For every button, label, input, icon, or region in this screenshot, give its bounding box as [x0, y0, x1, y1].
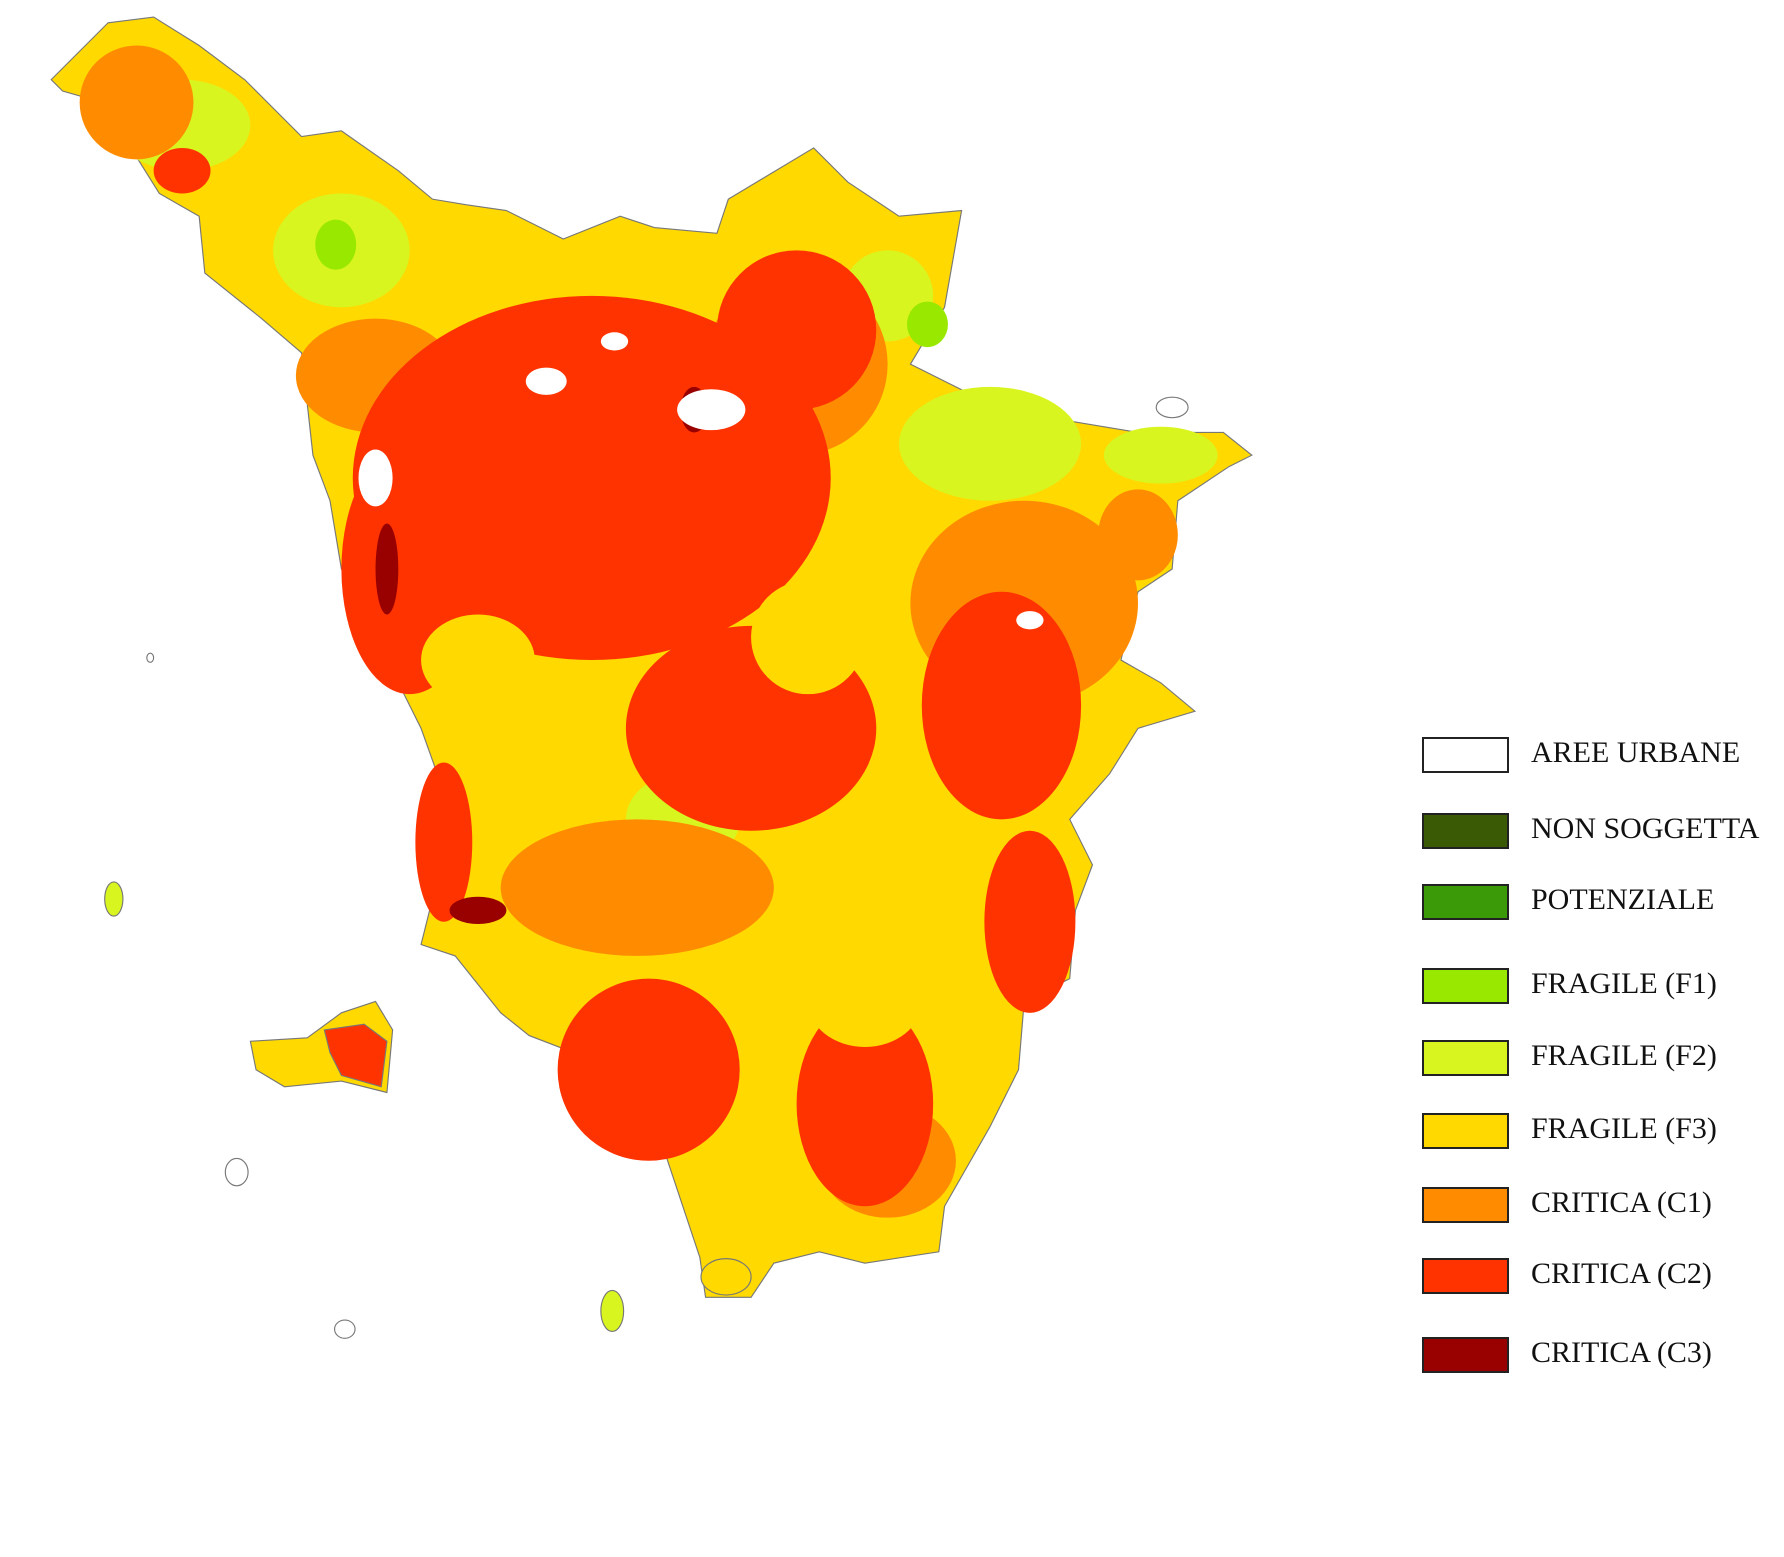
legend-swatch: [1422, 813, 1509, 849]
legend-swatch: [1422, 1113, 1509, 1149]
legend: AREE URBANE NON SOGGETTA POTENZIALE FRAGILE…: [1422, 736, 1760, 1373]
legend-label: FRAGILE (F2): [1531, 1039, 1717, 1072]
legend-label: AREE URBANE: [1531, 736, 1740, 769]
islands: [104, 396, 1189, 1339]
legend-label: POTENZIALE: [1531, 883, 1714, 916]
legend-swatch: [1422, 884, 1509, 920]
legend-label: CRITICA (C3): [1531, 1336, 1712, 1369]
urban-areas: [358, 332, 1044, 630]
legend-swatch: [1422, 1187, 1509, 1223]
fragile-f1-areas: [315, 219, 948, 348]
legend-label: FRAGILE (F1): [1531, 967, 1717, 1000]
legend-swatch: [1422, 737, 1509, 773]
legend-label: CRITICA (C1): [1531, 1186, 1712, 1219]
yellow-patches: [421, 580, 922, 1258]
legend-swatch: [1422, 1040, 1509, 1076]
legend-label: CRITICA (C2): [1531, 1257, 1712, 1290]
legend-label: NON SOGGETTA: [1531, 812, 1760, 845]
legend-label: FRAGILE (F3): [1531, 1112, 1717, 1145]
legend-swatch: [1422, 968, 1509, 1004]
map: [50, 16, 1253, 1339]
legend-swatch: [1422, 1337, 1509, 1373]
legend-swatch: [1422, 1258, 1509, 1294]
critical-c2-areas: [153, 147, 1082, 1207]
